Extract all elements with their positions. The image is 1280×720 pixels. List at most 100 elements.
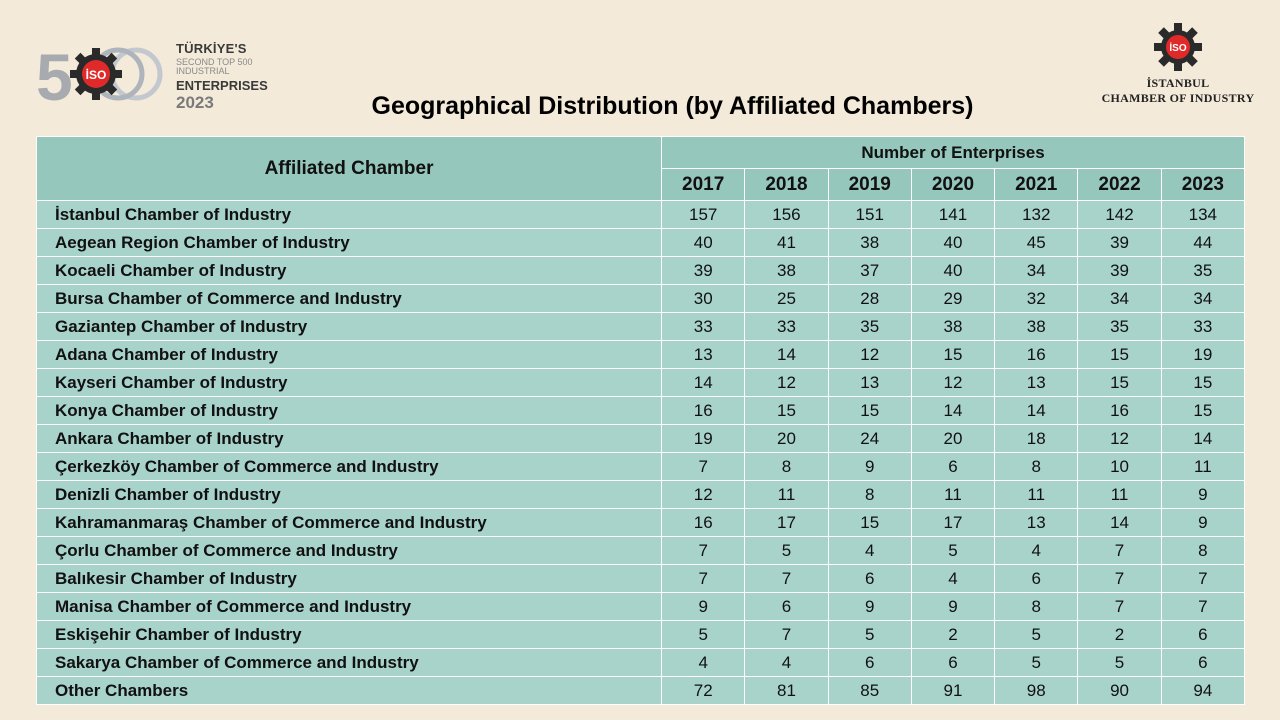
- chamber-name: Bursa Chamber of Commerce and Industry: [35, 284, 663, 313]
- enterprise-count: 72: [661, 676, 746, 705]
- enterprise-count: 9: [910, 592, 996, 621]
- year-header: 2018: [744, 168, 829, 201]
- enterprise-count: 38: [827, 228, 912, 257]
- year-header: 2023: [1160, 168, 1246, 201]
- enterprise-count: 12: [827, 340, 912, 369]
- enterprise-count: 7: [661, 452, 746, 481]
- enterprise-count: 141: [910, 200, 996, 229]
- table-row: Bursa Chamber of Commerce and Industry 30…: [35, 284, 1246, 313]
- enterprise-count: 38: [994, 312, 1079, 341]
- enterprise-count: 39: [1077, 256, 1162, 285]
- enterprise-count: 4: [661, 648, 746, 677]
- enterprise-count: 34: [1160, 284, 1246, 313]
- year-header: 2020: [910, 168, 996, 201]
- top500-logo: 5 İSO TÜRKİYE'S SECOND TOP 500 INDUSTRIA…: [36, 40, 296, 111]
- enterprise-count: 35: [827, 312, 912, 341]
- iso-logo-line-1: İSTANBUL: [1146, 76, 1210, 90]
- enterprise-count: 9: [827, 452, 912, 481]
- table-row: Konya Chamber of Industry 16 15 15 14 14 16 15: [35, 396, 1246, 425]
- enterprise-count: 15: [827, 396, 912, 425]
- table-row: Ankara Chamber of Industry 19 20 24 20 18 12 14: [35, 424, 1246, 453]
- enterprise-count: 15: [1077, 368, 1162, 397]
- enterprise-count: 4: [910, 564, 996, 593]
- enterprise-count: 2: [910, 620, 996, 649]
- enterprise-count: 25: [744, 284, 829, 313]
- chamber-name: Other Chambers: [35, 676, 663, 705]
- enterprise-count: 6: [910, 452, 996, 481]
- table-row: Other Chambers 72 81 85 91 98 90 94: [35, 676, 1246, 705]
- enterprise-count: 15: [1160, 368, 1246, 397]
- chamber-name: Balıkesir Chamber of Industry: [35, 564, 663, 593]
- enterprise-count: 15: [1160, 396, 1246, 425]
- year-header-row: 2017 2018 2019 2020 2021 2022 2023: [37, 168, 1246, 201]
- enterprise-count: 13: [827, 368, 912, 397]
- table-row: Kahramanmaraş Chamber of Commerce and In…: [35, 508, 1246, 537]
- enterprise-count: 15: [910, 340, 996, 369]
- enterprise-count: 6: [1160, 620, 1246, 649]
- enterprise-count: 90: [1077, 676, 1162, 705]
- iso-logo-line-2: CHAMBER OF INDUSTRY: [1101, 91, 1255, 105]
- svg-text:İSO: İSO: [1169, 41, 1186, 54]
- logo-year: 2023: [176, 93, 214, 112]
- enterprise-count: 38: [744, 256, 829, 285]
- year-header: 2019: [827, 168, 912, 201]
- enterprise-count: 14: [994, 396, 1079, 425]
- enterprise-count: 24: [827, 424, 912, 453]
- iso-logo: İSO İSTANBUL CHAMBER OF INDUSTRY: [1098, 22, 1258, 112]
- enterprise-count: 30: [661, 284, 746, 313]
- enterprise-count: 5: [910, 536, 996, 565]
- enterprise-count: 81: [744, 676, 829, 705]
- enterprise-count: 4: [827, 536, 912, 565]
- table-body: İstanbul Chamber of Industry 157 156 151 141…: [35, 200, 1246, 705]
- enterprise-count: 8: [994, 452, 1079, 481]
- enterprise-count: 39: [1077, 228, 1162, 257]
- enterprise-count: 15: [827, 508, 912, 537]
- enterprise-count: 7: [1077, 536, 1162, 565]
- enterprise-count: 19: [661, 424, 746, 453]
- enterprise-count: 33: [661, 312, 746, 341]
- enterprise-count: 6: [994, 564, 1079, 593]
- enterprise-count: 12: [1077, 424, 1162, 453]
- table-row: Aegean Region Chamber of Industry 40 41 38 4…: [35, 228, 1246, 257]
- enterprise-count: 20: [910, 424, 996, 453]
- enterprise-count: 40: [661, 228, 746, 257]
- enterprise-count: 5: [744, 536, 829, 565]
- enterprise-count: 35: [1160, 256, 1246, 285]
- chamber-name: Eskişehir Chamber of Industry: [35, 620, 663, 649]
- enterprise-count: 5: [994, 648, 1079, 677]
- chamber-name: Denizli Chamber of Industry: [35, 480, 663, 509]
- chamber-name: Kayseri Chamber of Industry: [35, 368, 663, 397]
- enterprise-count: 7: [744, 620, 829, 649]
- enterprise-count: 11: [994, 480, 1079, 509]
- enterprise-count: 11: [1077, 480, 1162, 509]
- table-row: Kayseri Chamber of Industry 14 12 13 12 13 15 1…: [35, 368, 1246, 397]
- enterprise-count: 28: [827, 284, 912, 313]
- enterprise-count: 98: [994, 676, 1079, 705]
- enterprise-count: 4: [744, 648, 829, 677]
- enterprise-count: 6: [1160, 648, 1246, 677]
- logo-line-1: TÜRKİYE'S: [176, 41, 247, 56]
- enterprise-count: 142: [1077, 200, 1162, 229]
- enterprise-count: 17: [910, 508, 996, 537]
- chamber-name: Çerkezköy Chamber of Commerce and Indust…: [35, 452, 663, 481]
- enterprise-count: 7: [744, 564, 829, 593]
- enterprise-count: 13: [661, 340, 746, 369]
- enterprise-count: 16: [1077, 396, 1162, 425]
- enterprise-count: 11: [1160, 452, 1246, 481]
- enterprise-count: 16: [661, 396, 746, 425]
- chamber-name: Çorlu Chamber of Commerce and Industry: [35, 536, 663, 565]
- enterprise-count: 37: [827, 256, 912, 285]
- logo-line-2: SECOND TOP 500 INDUSTRIAL: [176, 57, 253, 76]
- enterprise-count: 5: [994, 620, 1079, 649]
- svg-text:5: 5: [36, 40, 73, 106]
- enterprise-count: 9: [661, 592, 746, 621]
- chamber-name: İstanbul Chamber of Industry: [35, 200, 663, 229]
- enterprise-count: 7: [1077, 592, 1162, 621]
- table-row: Gaziantep Chamber of Industry 33 33 35 38 38 3…: [35, 312, 1246, 341]
- enterprise-count: 33: [744, 312, 829, 341]
- chamber-name: Gaziantep Chamber of Industry: [35, 312, 663, 341]
- enterprise-count: 8: [1160, 536, 1246, 565]
- enterprise-count: 8: [827, 480, 912, 509]
- top500-logo-text: TÜRKİYE'S SECOND TOP 500 INDUSTRIAL ENTE…: [176, 42, 296, 111]
- table-row: Sakarya Chamber of Commerce and Industry…: [35, 648, 1246, 677]
